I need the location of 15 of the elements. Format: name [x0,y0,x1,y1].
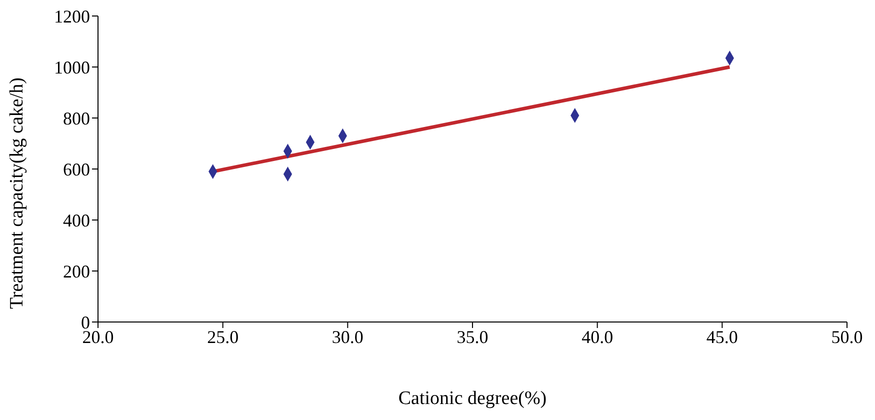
y-tick-label: 200 [63,261,90,282]
y-tick-label: 400 [63,210,90,230]
y-tick-label: 800 [63,108,90,128]
y-tick-label: 600 [63,159,90,180]
x-axis-title: Cationic degree(%) [398,388,547,409]
x-tick-label: 50.0 [831,326,863,347]
y-axis-title: Treatment capacity(kg cake/h) [6,78,28,309]
y-tick-label: 1000 [54,57,90,78]
x-tick-label: 30.0 [332,326,364,347]
x-tick-label: 45.0 [706,326,738,347]
y-tick-label: 1200 [54,6,90,26]
x-tick-label: 35.0 [456,326,488,347]
y-tick-label: 0 [81,312,90,332]
x-tick-label: 40.0 [582,326,614,347]
x-tick-label: 25.0 [207,326,239,347]
